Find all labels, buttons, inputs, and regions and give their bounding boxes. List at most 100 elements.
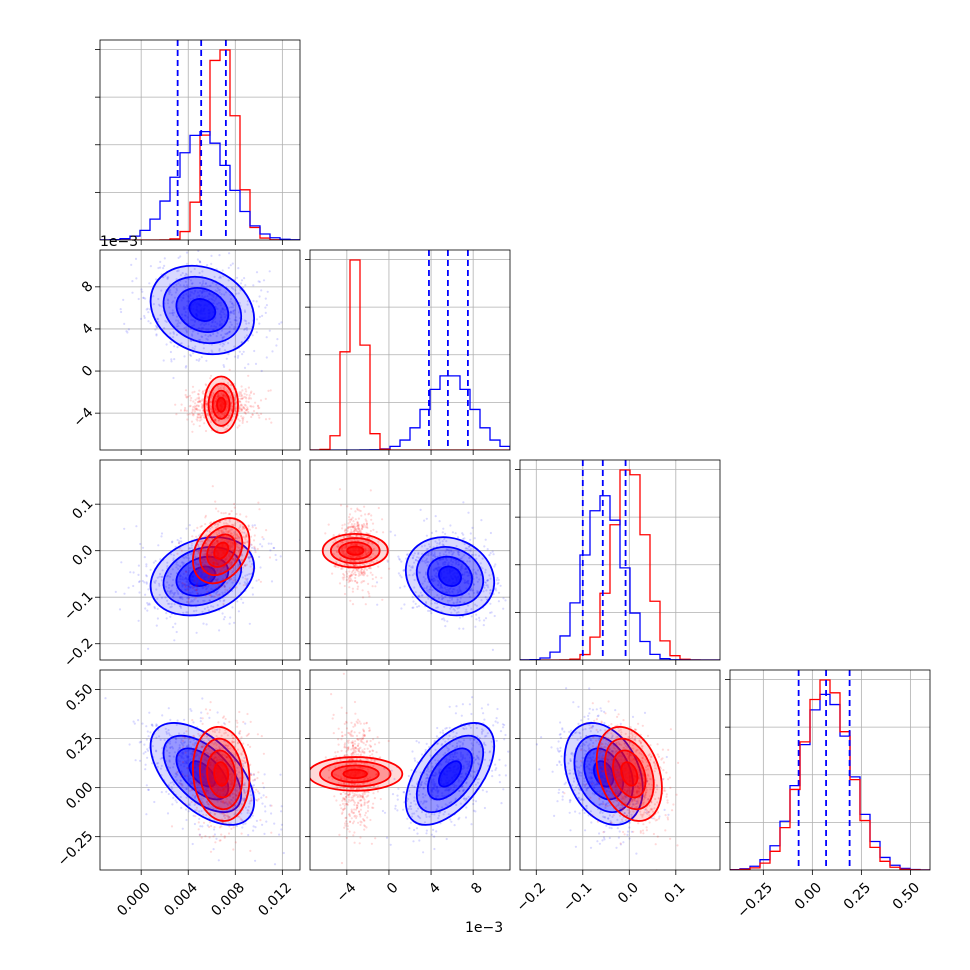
scatter-point [445,540,448,543]
scatter-point [227,815,231,819]
scatter-point [166,561,169,564]
scatter-point [431,580,434,583]
scatter-point [346,539,349,543]
scatter-point [166,565,169,568]
scatter-point [221,529,224,532]
scatter-point [254,401,257,404]
scatter-point [202,560,205,563]
scatter-point [212,848,215,851]
scatter-point [199,414,203,417]
scatter-point [459,589,462,592]
scatter-point [214,408,217,412]
scatter-point [441,590,444,593]
scatter-point [439,584,442,587]
scatter-point [354,543,357,547]
scatter-point [219,275,222,278]
scatter-point [183,409,186,412]
scatter-point [228,561,231,564]
scatter-point [225,802,229,805]
scatter-point [210,408,213,411]
scatter-point [221,591,224,594]
scatter-point [184,751,187,754]
scatter-point [181,563,185,566]
scatter-point [165,790,168,793]
scatter-point [238,400,241,403]
scatter-point [193,347,196,351]
scatter-point [355,529,358,533]
contour-blue [188,298,217,322]
scatter-point [220,825,223,828]
scatter-point [216,287,219,290]
scatter-point [169,766,172,769]
scatter-point [187,571,190,574]
scatter-point [182,297,185,300]
scatter-point [183,760,186,763]
scatter-point [259,566,262,569]
scatter-point [475,613,478,616]
scatter-point [198,413,201,416]
scatter-point [203,558,206,561]
scatter-point [348,574,351,578]
scatter-point [215,578,218,581]
scatter-point [180,742,184,745]
scatter-point [166,590,169,593]
scatter-point [233,531,236,534]
scatter-point [215,561,218,564]
scatter-point [219,559,223,562]
scatter-point [157,266,160,270]
scatter-point [168,292,171,295]
scatter-point [182,307,185,310]
scatter-point [227,353,230,356]
scatter-point [451,590,454,593]
scatter-point [221,744,224,747]
scatter-point [398,557,401,560]
scatter-point [159,260,162,263]
scatter-point [157,320,160,323]
scatter-point [241,394,244,397]
scatter-point [182,284,185,287]
scatter-point [438,558,441,561]
scatter-point [270,812,273,815]
scatter-point [202,622,205,625]
scatter-point [233,813,236,816]
scatter-point [210,526,214,529]
scatter-point [458,606,461,609]
scatter-point [424,577,427,581]
scatter-point [225,785,228,789]
scatter-point [280,805,283,808]
scatter-point [183,765,186,768]
scatter-point [147,788,150,792]
scatter-point [225,396,228,399]
scatter-point [215,411,218,414]
scatter-point [234,794,238,797]
scatter-point [469,532,472,535]
scatter-point [275,558,278,562]
scatter-point [357,525,360,528]
scatter-point [209,579,212,582]
scatter-point [180,582,183,585]
scatter-point [481,557,484,560]
scatter-point [464,571,467,574]
scatter-point [437,569,440,573]
scatter-point [451,531,454,534]
scatter-point [438,566,441,569]
scatter-point [222,364,225,367]
scatter-point [192,721,195,724]
scatter-point [187,582,190,585]
scatter-point [359,529,362,533]
scatter-point [340,549,343,552]
scatter-point [264,418,268,421]
scatter-point [190,318,193,321]
scatter-point [462,537,465,541]
scatter-point [244,396,247,399]
scatter-point [432,568,435,571]
scatter-point [231,570,234,574]
scatter-point [225,314,228,317]
scatter-point [430,578,433,581]
scatter-point [248,394,251,397]
scatter-point [463,579,466,582]
scatter-point [182,583,185,586]
scatter-point [215,563,219,566]
scatter-point [466,560,469,563]
scatter-point [160,532,164,535]
